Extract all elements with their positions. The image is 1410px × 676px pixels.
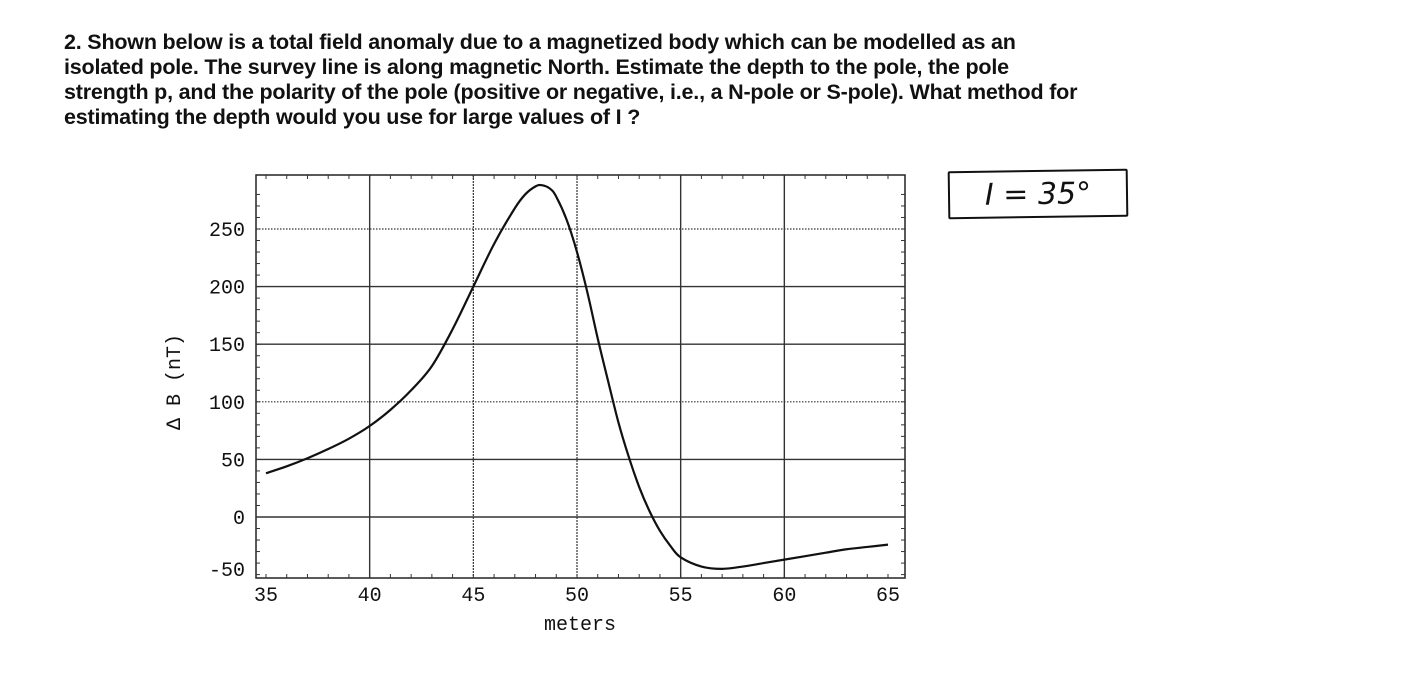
x-tick-label: 50 xyxy=(565,585,589,608)
question-line-2: isolated pole. The survey line is along … xyxy=(64,55,1009,79)
y-tick-label: 0 xyxy=(233,508,245,531)
y-tick-labels: -50 0 50 100 150 200 250 xyxy=(209,220,245,583)
x-tick-label: 65 xyxy=(876,585,900,608)
y-tick-label: 250 xyxy=(209,220,245,243)
x-tick-label: 35 xyxy=(254,585,278,608)
x-tick-label: 55 xyxy=(669,585,693,608)
axis-ticks xyxy=(256,175,905,578)
chart-grid xyxy=(256,175,905,578)
y-tick-label: 50 xyxy=(221,450,245,473)
question-line-1: 2. Shown below is a total field anomaly … xyxy=(64,30,1016,54)
y-tick-label: 200 xyxy=(209,278,245,301)
x-tick-label: 40 xyxy=(358,585,382,608)
plot-frame xyxy=(255,174,906,579)
question-line-3: strength p, and the polarity of the pole… xyxy=(64,80,1078,104)
x-tick-labels: 35 40 45 50 55 60 65 xyxy=(254,585,900,608)
y-tick-label: 100 xyxy=(209,393,245,416)
x-tick-label: 45 xyxy=(461,585,485,608)
y-tick-label: 150 xyxy=(209,335,245,358)
x-tick-label: 60 xyxy=(772,585,796,608)
y-tick-label: -50 xyxy=(209,560,245,583)
x-axis-label: meters xyxy=(544,614,616,637)
question-text: 2. Shown below is a total field anomaly … xyxy=(64,30,1354,130)
question-line-4: estimating the depth would you use for l… xyxy=(64,105,641,129)
anomaly-curve xyxy=(265,183,889,570)
y-axis-label: Δ B (nT) xyxy=(164,334,187,430)
